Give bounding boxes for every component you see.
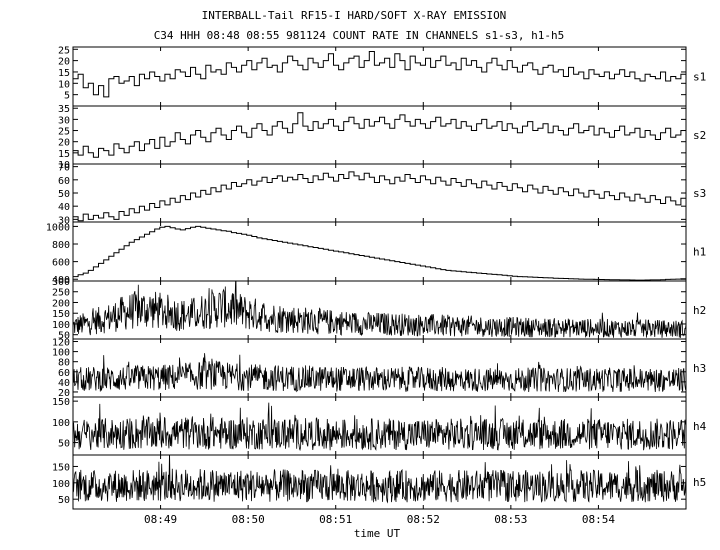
y-tick-label: 30	[58, 115, 70, 126]
x-axis-label: time UT	[354, 527, 401, 540]
y-tick-label: 120	[52, 338, 70, 349]
y-tick-label: 30	[58, 215, 70, 226]
panel-s3: 30 40 50 60 70 s3	[58, 163, 706, 227]
y-tick-label: 25	[58, 45, 70, 56]
series-line-h3	[73, 353, 686, 393]
y-tick-label: 200	[52, 298, 70, 309]
x-tick-label: 08:51	[319, 513, 352, 526]
time-axis: 08:49 08:50 08:51 08:52 08:53 08:54	[144, 513, 615, 526]
y-tick-label: 35	[58, 104, 70, 115]
channel-label-h2: h2	[693, 304, 706, 317]
y-tick-label: 50	[58, 331, 70, 342]
y-tick-label: 150	[52, 309, 70, 320]
series-line-s3	[73, 171, 686, 222]
series-line-s2	[73, 112, 686, 158]
x-tick-label: 08:49	[144, 513, 177, 526]
chart-title: INTERBALL-Tail RF15-I HARD/SOFT X-RAY EM…	[202, 9, 507, 22]
chart-subtitle: C34 HHH 08:48 08:55 981124 COUNT RATE IN…	[154, 29, 565, 42]
x-tick-label: 08:50	[232, 513, 265, 526]
y-tick-label: 80	[58, 358, 70, 369]
y-tick-label: 150	[52, 462, 70, 473]
x-tick-label: 08:52	[407, 513, 440, 526]
y-tick-label: 20	[58, 57, 70, 68]
channel-label-h1: h1	[693, 246, 706, 259]
y-tick-label: 50	[58, 439, 70, 450]
y-tick-label: 300	[52, 277, 70, 288]
panel-frame	[72, 454, 687, 510]
y-tick-label: 250	[52, 288, 70, 299]
y-tick-label: 100	[52, 320, 70, 331]
y-tick-label: 400	[52, 275, 70, 286]
channel-label-h5: h5	[693, 476, 706, 489]
panel-h1: 400 600 800 1000 h1	[46, 221, 706, 286]
y-tick-label: 25	[58, 127, 70, 138]
series-line-h2	[73, 281, 686, 338]
panel-h4: 50 100 150 h4	[52, 396, 707, 456]
y-tick-label: 5	[64, 91, 70, 102]
series-line-h4	[73, 402, 686, 452]
y-tick-label: 20	[58, 388, 70, 399]
series-line-h5	[73, 455, 686, 504]
series-line-s1	[73, 51, 686, 98]
y-tick-label: 20	[58, 138, 70, 149]
y-tick-label: 100	[52, 348, 70, 359]
y-tick-label: 60	[58, 368, 70, 379]
y-tick-label: 100	[52, 479, 70, 490]
y-tick-label: 15	[58, 149, 70, 160]
y-tick-label: 800	[52, 240, 70, 251]
series-line-h1	[73, 225, 686, 281]
y-tick-label: 600	[52, 258, 70, 269]
y-tick-label: 15	[58, 68, 70, 79]
x-tick-label: 08:53	[494, 513, 527, 526]
channel-label-h3: h3	[693, 362, 706, 375]
y-tick-label: 50	[58, 189, 70, 200]
y-tick-label: 60	[58, 176, 70, 187]
y-tick-label: 10	[58, 160, 70, 171]
y-tick-label: 100	[52, 418, 70, 429]
y-tick-label: 70	[58, 163, 70, 174]
y-tick-label: 40	[58, 202, 70, 213]
y-tick-label: 50	[58, 495, 70, 506]
channel-panels: 510152025s1101520253035s23040506070s3400…	[46, 45, 707, 510]
y-tick-label: 1000	[46, 222, 70, 233]
panel-frame	[72, 221, 687, 282]
y-tick-label: 40	[58, 378, 70, 389]
panel-h5: 50 100 150 h5	[52, 454, 706, 510]
channel-label-h4: h4	[693, 420, 707, 433]
y-tick-label: 10	[58, 79, 70, 90]
y-tick-label: 150	[52, 397, 70, 408]
x-tick-label: 08:54	[582, 513, 615, 526]
channel-label-s2: s2	[693, 129, 706, 142]
channel-label-s3: s3	[693, 187, 706, 200]
channel-label-s1: s1	[693, 71, 706, 84]
